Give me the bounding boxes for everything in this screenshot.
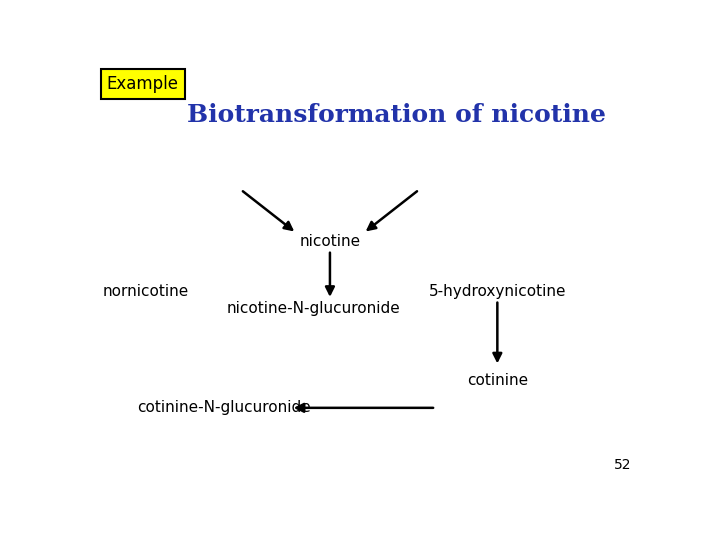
Text: nornicotine: nornicotine: [103, 284, 189, 299]
Text: Example: Example: [107, 75, 179, 93]
Text: 5-hydroxynicotine: 5-hydroxynicotine: [428, 284, 566, 299]
Text: cotinine-Ν-glucuronide: cotinine-Ν-glucuronide: [137, 400, 311, 415]
Text: Biotransformation of nicotine: Biotransformation of nicotine: [187, 103, 606, 127]
Text: nicotine: nicotine: [300, 234, 361, 249]
Text: cotinine: cotinine: [467, 373, 528, 388]
Text: nicotine-Ν-glucuronide: nicotine-Ν-glucuronide: [226, 301, 400, 315]
Text: 52: 52: [613, 458, 631, 472]
